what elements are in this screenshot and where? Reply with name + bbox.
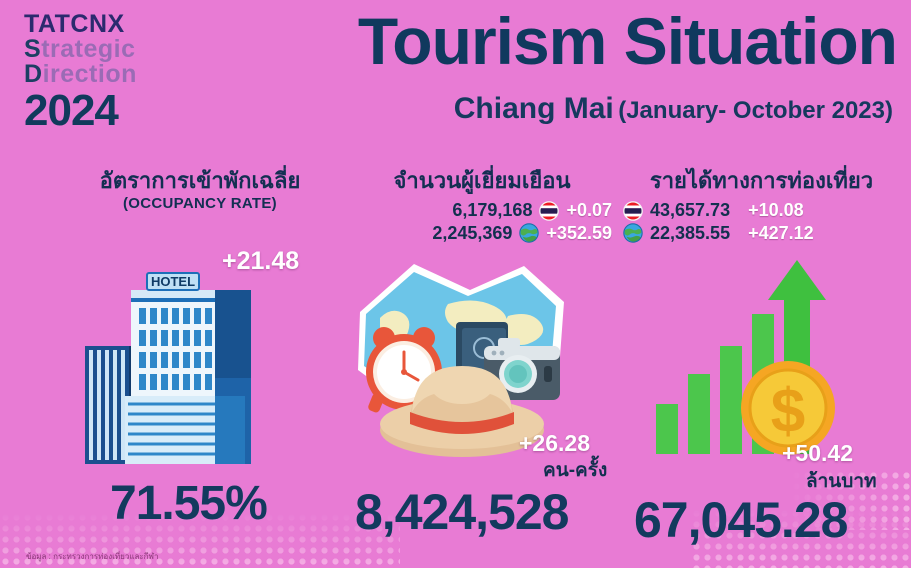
occupancy-value: 71.55%	[110, 477, 268, 530]
revenue-row-foreign: 22,385.55 +427.12	[612, 222, 911, 245]
revenue-thai-value: 43,657.73	[650, 200, 731, 221]
revenue-thai-delta: +10.08	[748, 200, 804, 221]
metric-column-occupancy: อัตราการเข้าพักเฉลี่ย (OCCUPANCY RATE)	[55, 168, 345, 212]
globe-icon	[623, 223, 643, 243]
visitors-foreign-delta: +352.59	[546, 222, 612, 243]
visitors-foreign-value: 2,245,369	[432, 222, 513, 243]
svg-text:HOTEL: HOTEL	[151, 274, 195, 289]
revenue-value: 67,045.28	[634, 492, 848, 548]
page-subtitle: Chiang Mai (January- October 2023)	[454, 94, 893, 124]
metric-column-revenue: รายได้ทางการท่องเที่ยว 43,657.73 +10.08	[612, 168, 911, 244]
visitors-unit: คน-ครั้ง	[543, 460, 608, 481]
page-title: Tourism Situation	[357, 4, 898, 78]
revenue-delta: +50.42	[782, 440, 853, 466]
brand-strategic-cap: S	[24, 35, 42, 63]
revenue-foreign-delta: +427.12	[748, 222, 814, 243]
visitors-heading-th: จำนวนผู้เยี่ยมเยือน	[393, 168, 571, 193]
revenue-stat-rows: 43,657.73 +10.08 22,385.55 +427.12	[612, 199, 911, 244]
dollar-coin-icon: $	[741, 361, 835, 455]
brand-direction-cap: D	[24, 60, 43, 88]
brand-strategic-rest: trategic	[41, 35, 136, 63]
metric-column-visitors: จำนวนผู้เยี่ยมเยือน 6,179,168 +0.07 2,24…	[348, 168, 616, 244]
visitors-row-foreign: 2,245,369 +352.59	[348, 222, 616, 245]
brand-block: TATCNX Strategic Direction 2024	[24, 12, 194, 133]
visitors-thai-value: 6,179,168	[452, 200, 533, 221]
occupancy-delta: +21.48	[222, 247, 300, 275]
revenue-foreign-value: 22,385.55	[650, 222, 731, 243]
globe-icon	[519, 223, 540, 243]
occupancy-heading-en: (OCCUPANCY RATE)	[123, 195, 277, 213]
revenue-unit: ล้านบาท	[806, 471, 877, 492]
occupancy-heading-th: อัตราการเข้าพักเฉลี่ย	[99, 168, 301, 193]
brand-direction-rest: irection	[42, 60, 137, 88]
visitors-value: 8,424,528	[355, 484, 569, 540]
revenue-row-thai: 43,657.73 +10.08	[612, 199, 911, 222]
thai-flag-icon	[539, 200, 560, 221]
source-footer: ข้อมูล : กระทรวงการท่องเที่ยวและกีฬา	[26, 552, 159, 561]
revenue-heading-th: รายได้ทางการท่องเที่ยว	[649, 168, 874, 193]
travel-items-illustration	[352, 252, 582, 472]
svg-text:$: $	[771, 377, 805, 446]
visitors-thai-delta: +0.07	[566, 200, 612, 221]
visitors-row-thai: 6,179,168 +0.07	[348, 199, 616, 222]
subtitle-period: (January- October 2023)	[618, 97, 893, 124]
visitors-stat-rows: 6,179,168 +0.07 2,245,369	[348, 199, 616, 244]
subtitle-city: Chiang Mai	[453, 92, 614, 125]
fedora-hat-shape	[380, 366, 544, 457]
brand-line-tatcnx: TATCNX	[24, 10, 125, 38]
thai-flag-icon	[623, 200, 643, 221]
hotel-building-illustration: HOTEL	[85, 268, 260, 473]
brand-year: 2024	[24, 86, 119, 135]
visitors-delta: +26.28	[519, 430, 590, 456]
growth-chart-coin-illustration: $	[648, 252, 858, 467]
